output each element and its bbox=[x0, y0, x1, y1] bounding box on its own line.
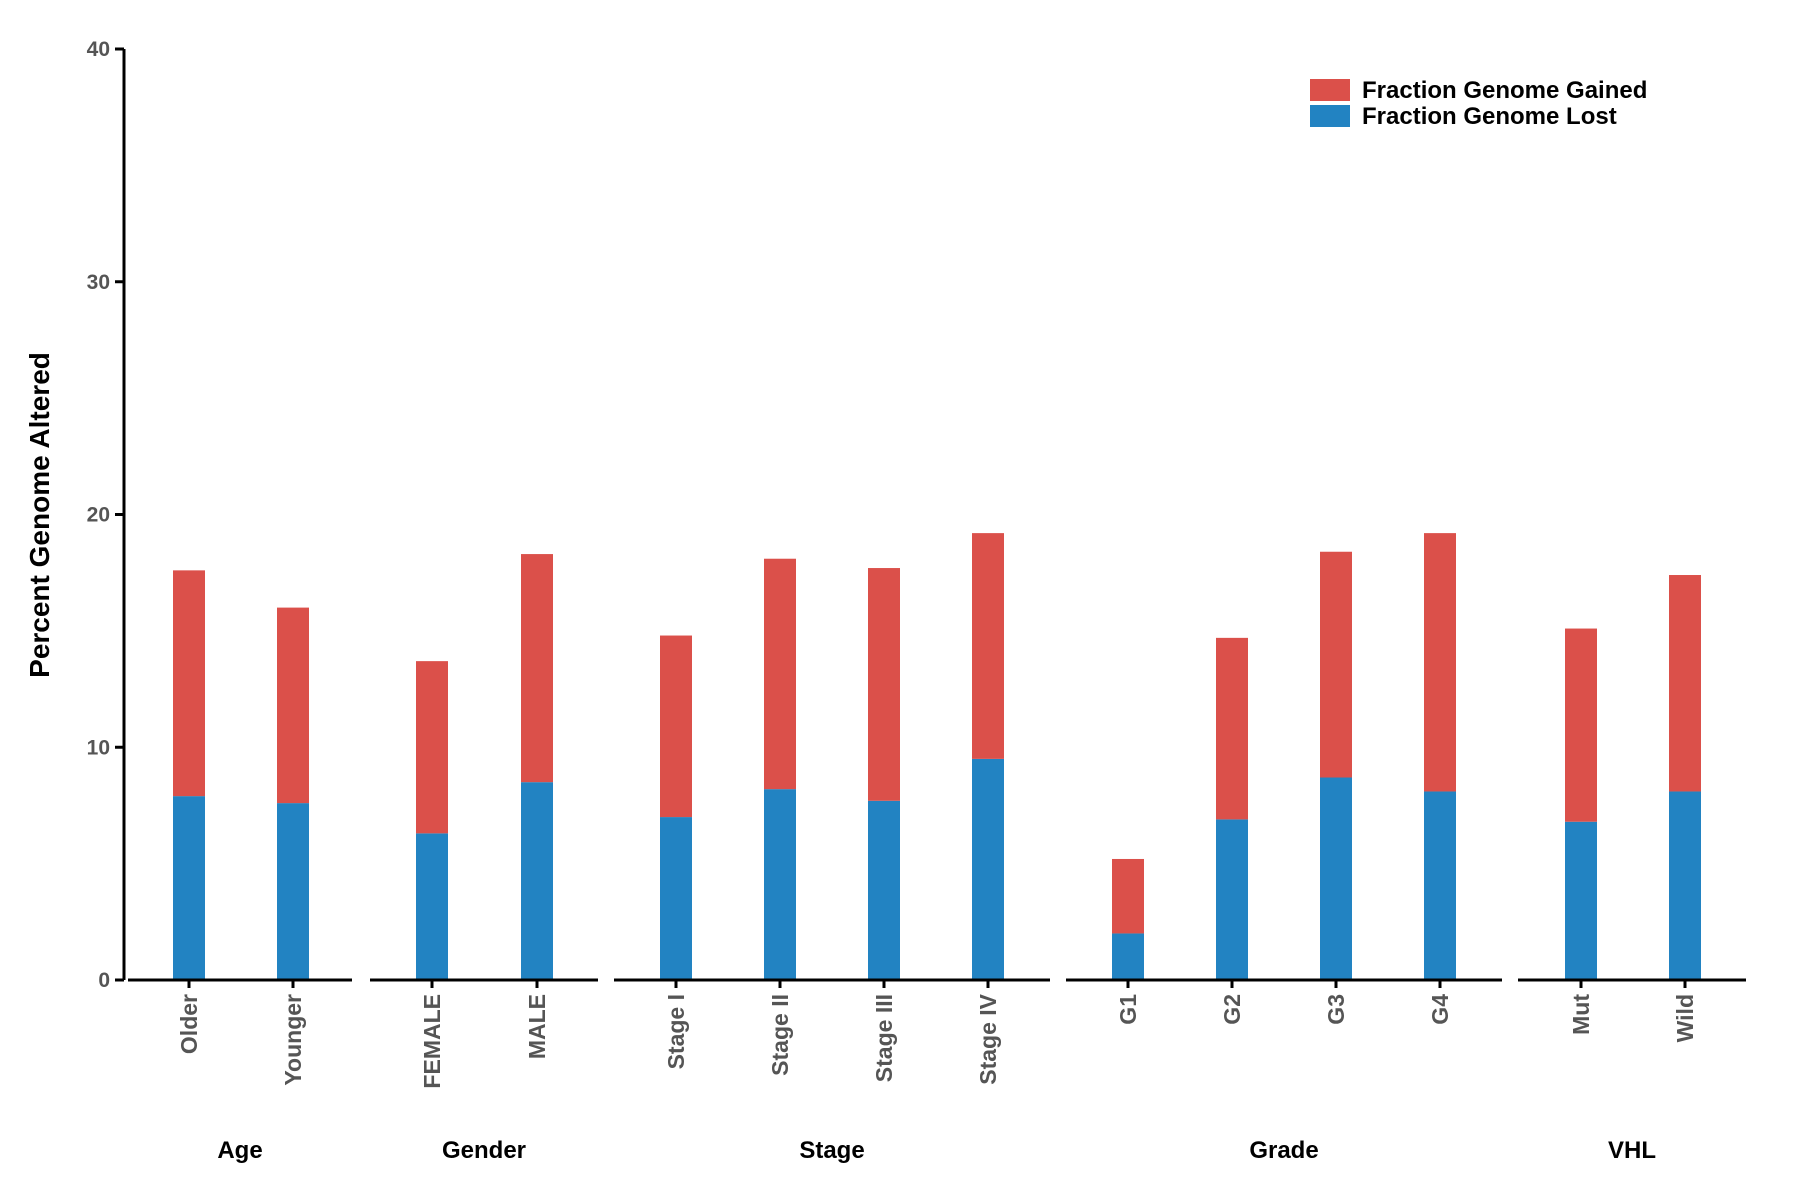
x-tick-label: Stage I bbox=[663, 994, 689, 1069]
bar-lost bbox=[1112, 933, 1144, 980]
group-labels: Age Gender Stage Grade VHL bbox=[217, 1137, 1656, 1164]
bar-gained bbox=[416, 661, 448, 834]
y-tick-label: 20 bbox=[87, 504, 110, 527]
bar-lost bbox=[1565, 821, 1597, 980]
y-tick-label: 30 bbox=[87, 271, 110, 294]
bar-gained bbox=[660, 635, 692, 818]
group-label: Stage bbox=[799, 1137, 864, 1164]
x-tick-label: Stage IV bbox=[975, 993, 1001, 1084]
x-tick-label: G2 bbox=[1219, 994, 1245, 1025]
x-tick-label: Stage III bbox=[871, 994, 897, 1082]
group-label: VHL bbox=[1608, 1137, 1656, 1164]
legend-lost-swatch bbox=[1310, 105, 1350, 127]
bar-lost bbox=[660, 817, 692, 980]
bar-gained bbox=[972, 533, 1004, 759]
bar-gained bbox=[1216, 637, 1248, 820]
bar-gained bbox=[521, 554, 553, 783]
legend: Fraction Genome Gained Fraction Genome L… bbox=[1310, 77, 1647, 130]
y-tick-label: 40 bbox=[87, 38, 110, 61]
legend-gained-swatch bbox=[1310, 79, 1350, 101]
x-tick-label: Stage II bbox=[767, 994, 793, 1076]
x-axis-segments bbox=[128, 978, 1746, 988]
category-labels: Older Younger FEMALE MALE Stage I Stage II Sta… bbox=[176, 993, 1698, 1088]
bar-gained bbox=[1669, 575, 1701, 792]
y-tick-label: 10 bbox=[87, 736, 110, 759]
bar-gained bbox=[1320, 551, 1352, 778]
group-label: Age bbox=[217, 1137, 262, 1164]
bar-lost bbox=[1669, 791, 1701, 980]
bar-lost bbox=[521, 782, 553, 980]
bar-gained bbox=[764, 558, 796, 790]
bar-lost bbox=[1424, 791, 1456, 980]
y-tick-label: 0 bbox=[98, 969, 110, 992]
bar-gained bbox=[868, 568, 900, 801]
y-axis-title: Percent Genome Altered bbox=[24, 352, 55, 678]
x-tick-label: MALE bbox=[524, 994, 550, 1059]
x-tick-label: Younger bbox=[280, 994, 306, 1086]
x-tick-label: Older bbox=[176, 994, 202, 1054]
bar-lost bbox=[416, 833, 448, 980]
x-tick-label: FEMALE bbox=[419, 994, 445, 1089]
bar-lost bbox=[868, 800, 900, 980]
y-axis: 0 10 20 30 40 bbox=[87, 38, 126, 992]
bars bbox=[173, 533, 1701, 980]
group-label: Gender bbox=[442, 1137, 526, 1164]
bar-gained bbox=[1565, 628, 1597, 822]
group-label: Grade bbox=[1249, 1137, 1318, 1164]
x-tick-label: G1 bbox=[1115, 994, 1141, 1025]
bar-lost bbox=[1320, 777, 1352, 980]
x-tick-label: Mut bbox=[1568, 994, 1594, 1035]
bar-lost bbox=[277, 803, 309, 980]
legend-lost-label: Fraction Genome Lost bbox=[1362, 103, 1617, 130]
bar-gained bbox=[1424, 533, 1456, 792]
x-tick-label: G4 bbox=[1427, 994, 1453, 1025]
bar-gained bbox=[1112, 858, 1144, 934]
bar-gained bbox=[277, 607, 309, 804]
legend-gained-label: Fraction Genome Gained bbox=[1362, 77, 1647, 104]
bar-gained bbox=[173, 570, 205, 797]
bar-lost bbox=[972, 758, 1004, 980]
bar-lost bbox=[764, 789, 796, 980]
bar-lost bbox=[173, 796, 205, 980]
bar-lost bbox=[1216, 819, 1248, 980]
x-tick-label: G3 bbox=[1323, 994, 1349, 1025]
x-tick-label: Wild bbox=[1672, 994, 1698, 1042]
